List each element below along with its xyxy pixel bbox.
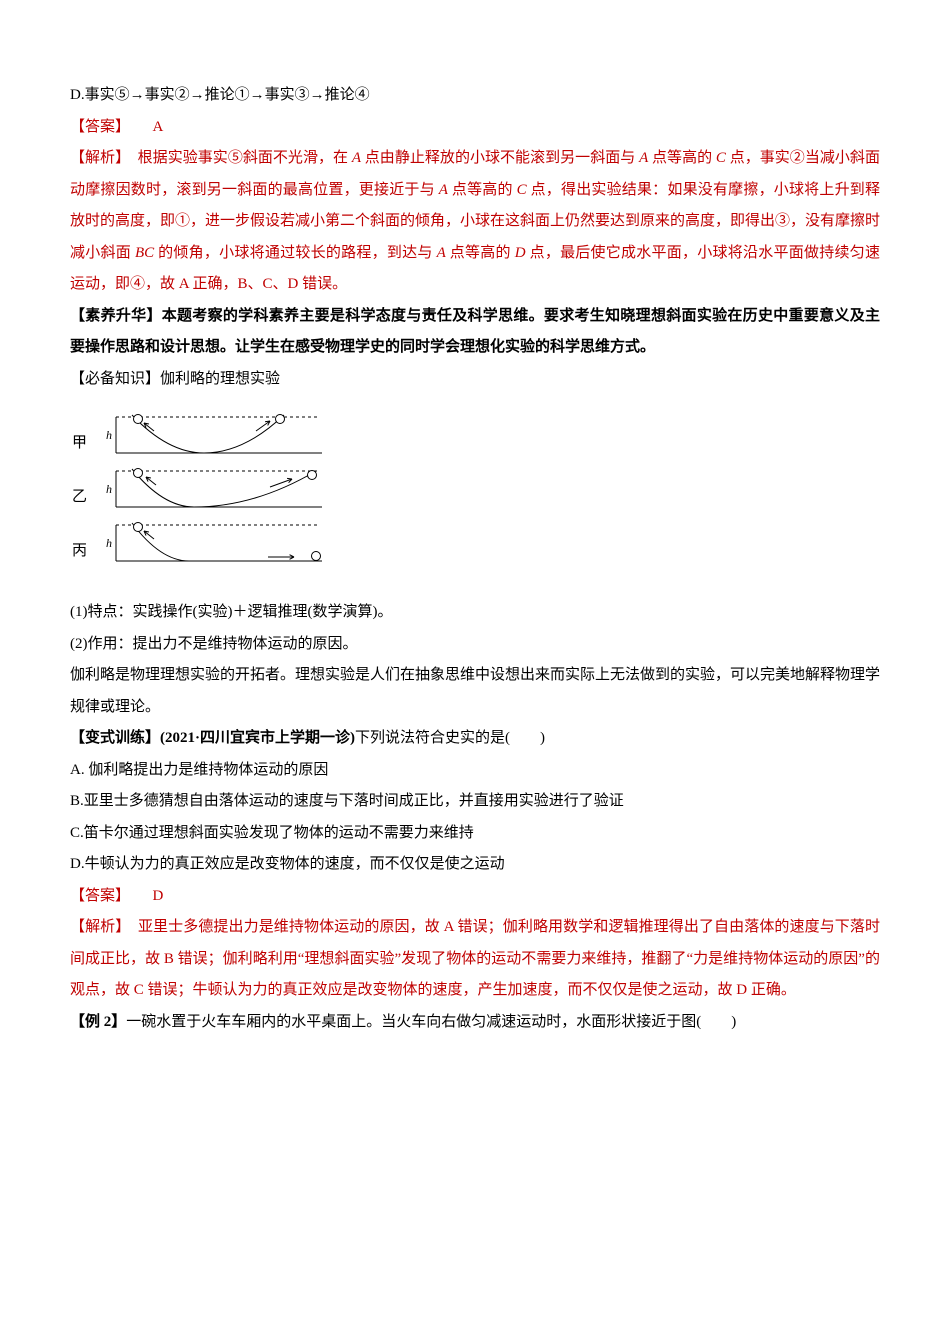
option-d: D.事实⑤→事实②→推论①→事实③→推论④	[70, 80, 880, 112]
suyang-text: 本题考察的学科素养主要是科学态度与责任及科学思维。要求考生知晓理想斜面实验在历史…	[70, 308, 880, 356]
bianshi-block: 【变式训练】(2021·四川宜宾市上学期一诊)下列说法符合史实的是( )	[70, 723, 880, 755]
analysis-block: 【解析】 根据实验事实⑤斜面不光滑，在 A 点由静止释放的小球不能滚到另一斜面与…	[70, 143, 880, 301]
answer-value: A	[153, 119, 164, 135]
point-3: 伽利略是物理理想实验的开拓者。理想实验是人们在抽象思维中设想出来而实际上无法做到…	[70, 660, 880, 723]
bianshi-stem: 下列说法符合史实的是( )	[355, 730, 545, 746]
answer2-label: 【答案】	[70, 888, 123, 904]
option-a: A. 伽利略提出力是维持物体运动的原因	[70, 755, 880, 787]
analysis-text: 根据实验事实⑤斜面不光滑，在 A 点由静止释放的小球不能滚到另一斜面与 A 点等…	[70, 150, 880, 292]
suyang-block: 【素养升华】本题考察的学科素养主要是科学态度与责任及科学思维。要求考生知晓理想斜…	[70, 301, 880, 364]
example-2-label: 【例 2】	[70, 1014, 126, 1030]
example-2-text: 一碗水置于火车车厢内的水平桌面上。当火车向右做匀减速运动时，水面形状接近于图( …	[126, 1014, 736, 1030]
example-2: 【例 2】一碗水置于火车车厢内的水平桌面上。当火车向右做匀减速运动时，水面形状接…	[70, 1007, 880, 1039]
option-d2: D.牛顿认为力的真正效应是改变物体的速度，而不仅仅是使之运动	[70, 849, 880, 881]
answer-label: 【答案】	[70, 119, 123, 135]
analysis2-label: 【解析】	[70, 919, 123, 935]
svg-text:甲: 甲	[72, 435, 87, 451]
analysis2-text: 亚里士多德提出力是维持物体运动的原因，故 A 错误；伽利略用数学和逻辑推理得出了…	[70, 919, 880, 998]
galileo-inclined-plane-diagram: h 甲 h 乙 h 丙	[70, 409, 880, 579]
bianshi-source: (2021·四川宜宾市上学期一诊)	[160, 730, 355, 746]
svg-text:h: h	[106, 428, 112, 442]
bibei-text: 伽利略的理想实验	[160, 371, 280, 387]
answer2-value: D	[153, 888, 164, 904]
bianshi-label: 【变式训练】	[70, 730, 160, 746]
svg-text:丙: 丙	[72, 543, 87, 559]
svg-text:h: h	[106, 536, 112, 550]
option-b: B.亚里士多德猜想自由落体运动的速度与下落时间成正比，并直接用实验进行了验证	[70, 786, 880, 818]
answer2-block: 【答案】 D	[70, 881, 880, 913]
analysis2-block: 【解析】 亚里士多德提出力是维持物体运动的原因，故 A 错误；伽利略用数学和逻辑…	[70, 912, 880, 1007]
point-2: (2)作用：提出力不是维持物体运动的原因。	[70, 629, 880, 661]
option-c: C.笛卡尔通过理想斜面实验发现了物体的运动不需要力来维持	[70, 818, 880, 850]
analysis-label: 【解析】	[70, 150, 123, 166]
svg-text:乙: 乙	[72, 489, 87, 505]
answer-block: 【答案】 A	[70, 112, 880, 144]
svg-text:h: h	[106, 482, 112, 496]
bibei-block: 【必备知识】伽利略的理想实验	[70, 364, 880, 396]
suyang-label: 【素养升华】	[70, 308, 162, 324]
bibei-label: 【必备知识】	[70, 371, 160, 387]
point-1: (1)特点：实践操作(实验)＋逻辑推理(数学演算)。	[70, 597, 880, 629]
